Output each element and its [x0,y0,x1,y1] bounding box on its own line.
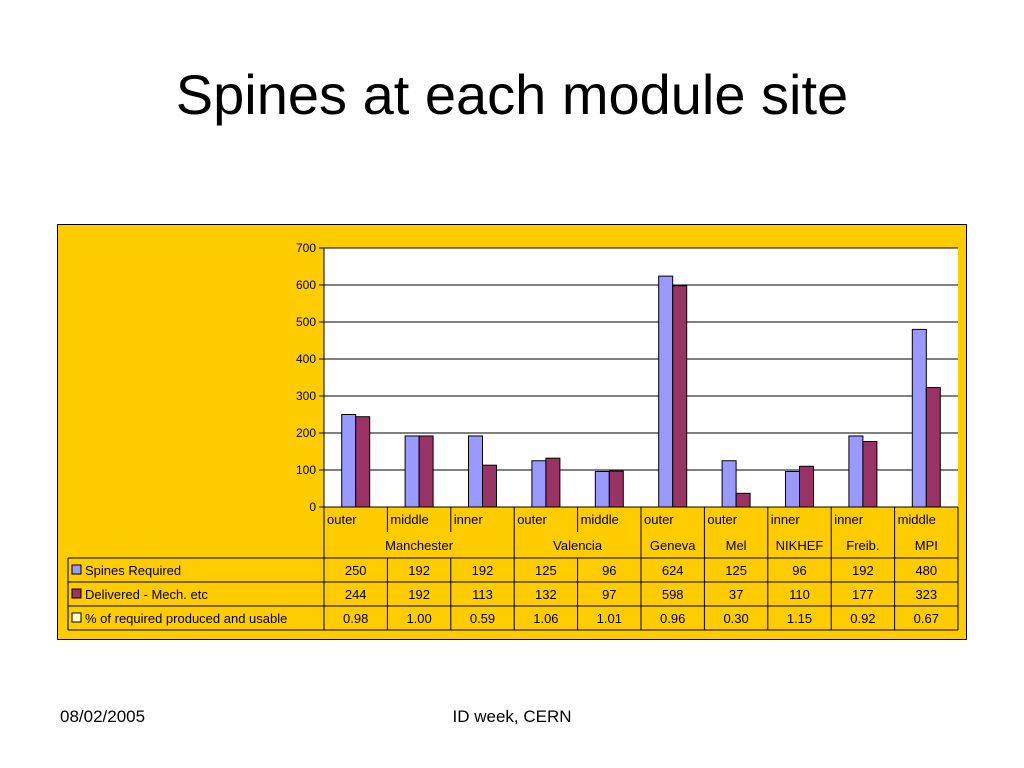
table-cell-value: 0.98 [343,611,368,626]
y-tick-label: 100 [296,463,316,477]
category-label: middle [898,512,936,527]
table-cell-value: 1.15 [787,611,812,626]
bar-delivered [608,470,624,508]
bar-delivered [925,386,941,508]
slide-title: Spines at each module site [175,63,849,126]
table-cell-value: 37 [729,587,743,602]
table-cell-value: 192 [408,587,430,602]
y-tick-label: 0 [309,500,316,514]
table-cell-value: 0.67 [914,611,939,626]
bar-delivered [672,285,688,508]
table-cell-value: 96 [792,563,806,578]
category-label: inner [771,512,801,527]
table-cell-value: 113 [472,587,493,602]
footer-date: 08/02/2005 [60,707,146,726]
bar-spines-required [468,435,483,508]
table-cell-value: 0.59 [470,611,495,626]
bar-delivered [735,492,751,508]
site-label: Mel [726,538,747,553]
legend-key [71,564,82,575]
table-cell-value: 244 [345,587,367,602]
y-tick-label: 400 [296,352,316,366]
bar-delivered [482,464,497,508]
category-label: middle [390,512,428,527]
table-cell-value: 598 [662,587,684,602]
site-label: Manchester [385,538,454,553]
series-name: Spines Required [85,563,181,578]
bar-delivered [355,416,371,508]
bar-delivered [862,441,878,508]
site-label: Freib. [846,538,879,553]
bar-spines-required [911,328,927,508]
legend-key [71,612,82,623]
bar-spines-required [721,460,737,508]
bar-chart-with-data-table: 0 100 200 300 400 500 600 700 outer middle inner ou… [67,241,959,631]
table-cell-value: 1.06 [533,611,558,626]
bar-delivered [799,465,814,508]
table-cell-value: 97 [602,587,616,602]
table-cell-value: 192 [408,563,430,578]
bar-spines-required [785,470,800,508]
table-cell-value: 192 [852,563,874,578]
category-label: outer [517,512,547,527]
table-cell-value: 96 [602,563,616,578]
footer-event: ID week, CERN [452,707,572,726]
site-label: MPI [915,538,938,553]
bar-spines-required [404,435,420,508]
table-cell-value: 125 [535,563,557,578]
category-label: outer [644,512,674,527]
bar-spines-required [594,470,610,508]
table-cell-value: 110 [789,587,810,602]
table-cell-value: 250 [345,563,367,578]
category-label: inner [454,512,484,527]
bar-spines-required [658,275,674,508]
category-label: outer [327,512,357,527]
series-name: Delivered - Mech. etc [85,587,208,602]
y-tick-label: 700 [296,241,316,255]
site-label: Valencia [553,538,603,553]
site-label: NIKHEF [776,538,824,553]
category-label: outer [707,512,737,527]
series-name: % of required produced and usable [85,611,287,626]
y-tick-label: 600 [296,278,316,292]
bar-spines-required [531,460,547,508]
table-cell-value: 125 [725,563,747,578]
chart-container: 0 100 200 300 400 500 600 700 outer middle inner ou… [57,224,967,640]
bar-spines-required [341,414,357,508]
table-cell-value: 132 [535,587,557,602]
table-cell-value: 1.01 [597,611,622,626]
legend-key [71,588,82,599]
category-label: middle [581,512,619,527]
site-label: Geneva [650,538,696,553]
table-cell-value: 1.00 [406,611,431,626]
table-cell-value: 480 [915,563,937,578]
table-cell-value: 0.96 [660,611,685,626]
table-cell-value: 0.92 [850,611,875,626]
table-cell-value: 192 [472,563,494,578]
y-tick-label: 200 [296,426,316,440]
bar-delivered [418,435,434,508]
table-cell-value: 323 [915,587,937,602]
category-label: inner [834,512,864,527]
table-cell-value: 0.30 [723,611,748,626]
bar-delivered [545,457,561,508]
y-tick-label: 300 [296,389,316,403]
table-cell-value: 624 [662,563,684,578]
y-tick-label: 500 [296,315,316,329]
bar-spines-required [848,435,864,508]
table-cell-value: 177 [852,587,874,602]
